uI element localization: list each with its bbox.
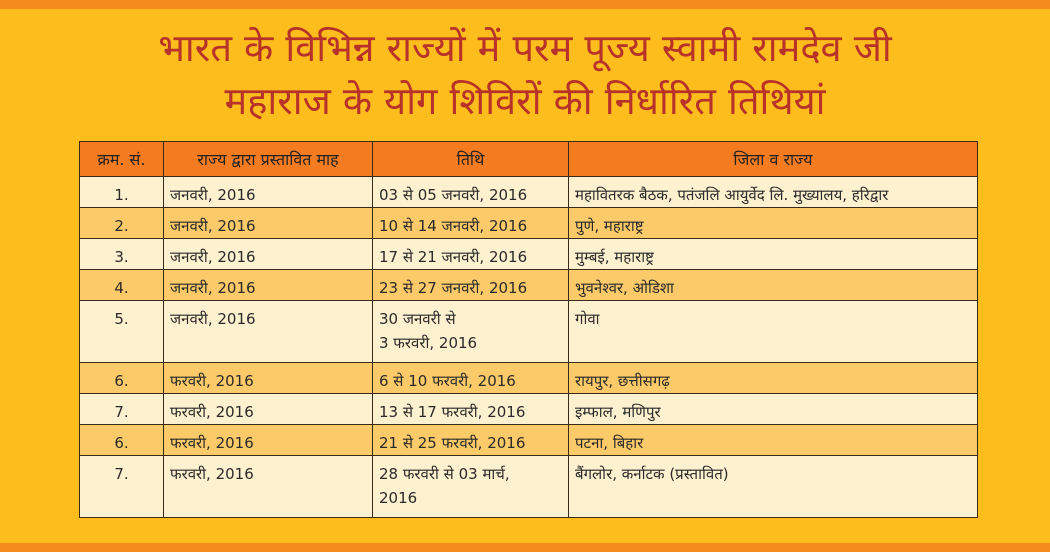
table-cell: 6.	[79, 362, 164, 394]
title-line: महाराज के योग शिविरों की निर्धारित तिथिय…	[224, 79, 826, 123]
schedule-table: क्रम. सं. राज्य द्वारा प्रस्तावित माह तिथि…	[79, 141, 978, 518]
cell-text: 2.	[114, 217, 129, 235]
cell-text: 21 से 25 फरवरी, 2016	[379, 434, 526, 452]
table-row: 2. जनवरी, 2016 10 से 14 जनवरी, 2016 पुणे, म…	[79, 207, 978, 239]
title: भारत के विभिन्न राज्यों में परम पूज्य स्…	[0, 22, 1050, 128]
cell-text: रायपुर, छत्तीसगढ़	[575, 372, 670, 390]
table-row: 6. फरवरी, 2016 6 से 10 फरवरी, 2016 रायपुर, …	[79, 362, 978, 394]
cell-text: महावितरक बैठक, पतंजलि आयुर्वेद लि. मुख्य…	[575, 186, 889, 204]
table-cell: मुम्बई, महाराष्ट्र	[568, 238, 978, 270]
table-row: 7. फरवरी, 2016 13 से 17 फरवरी, 2016 इम्फाल,…	[79, 393, 978, 425]
cell-text: 28 फरवरी से 03 मार्च,	[379, 465, 510, 483]
table-cell: फरवरी, 2016	[163, 424, 373, 456]
cell-text: फरवरी, 2016	[170, 434, 254, 452]
cell-text: 13 से 17 फरवरी, 2016	[379, 403, 526, 421]
cell-text: 3 फरवरी, 2016	[379, 334, 478, 352]
table-cell: 7.	[79, 455, 164, 518]
table-cell: 5.	[79, 300, 164, 363]
table-row: 6. फरवरी, 2016 21 से 25 फरवरी, 2016 पटना, ब…	[79, 424, 978, 456]
table-cell: 1.	[79, 176, 164, 208]
cell-text: 6 से 10 फरवरी, 2016	[379, 372, 516, 390]
cell-text: 5.	[114, 310, 129, 328]
cell-text: भुवनेश्वर, ओडिशा	[575, 279, 674, 297]
table-cell: फरवरी, 2016	[163, 393, 373, 425]
table-row: 1. जनवरी, 2016 03 से 05 जनवरी, 2016 महावितर…	[79, 176, 978, 208]
cell-text: जनवरी, 2016	[170, 186, 256, 204]
table-cell: 28 फरवरी से 03 मार्च, 2016	[372, 455, 569, 518]
cell-text: 6.	[114, 372, 129, 390]
table-cell: 7.	[79, 393, 164, 425]
table-cell: 30 जनवरी से 3 फरवरी, 2016	[372, 300, 569, 363]
cell-text: 2016	[379, 489, 418, 507]
cell-text: 17 से 21 जनवरी, 2016	[379, 248, 528, 266]
cell-text: गोवा	[575, 310, 600, 328]
table-cell: महावितरक बैठक, पतंजलि आयुर्वेद लि. मुख्य…	[568, 176, 978, 208]
table-row: 5. जनवरी, 2016 30 जनवरी से 3 फरवरी, 2016 गोव…	[79, 300, 978, 363]
cell-text: मुम्बई, महाराष्ट्र	[575, 248, 654, 266]
table-cell: 2.	[79, 207, 164, 239]
table-cell: 10 से 14 जनवरी, 2016	[372, 207, 569, 239]
table-cell: 3.	[79, 238, 164, 270]
cell-text: पुणे, महाराष्ट्र	[575, 217, 644, 235]
column-header: क्रम. सं.	[79, 141, 164, 177]
top-stripe	[0, 0, 1050, 9]
cell-text: 10 से 14 जनवरी, 2016	[379, 217, 528, 235]
table-cell: जनवरी, 2016	[163, 238, 373, 270]
column-header: राज्य द्वारा प्रस्तावित माह	[163, 141, 373, 177]
table-cell: पुणे, महाराष्ट्र	[568, 207, 978, 239]
table-cell: जनवरी, 2016	[163, 207, 373, 239]
header-row: क्रम. सं. राज्य द्वारा प्रस्तावित माह तिथि…	[79, 141, 978, 177]
table-cell: जनवरी, 2016	[163, 176, 373, 208]
cell-text: जनवरी, 2016	[170, 217, 256, 235]
table-cell: पटना, बिहार	[568, 424, 978, 456]
cell-text: जनवरी, 2016	[170, 310, 256, 328]
cell-text: 3.	[114, 248, 129, 266]
cell-text: बैंगलोर, कर्नाटक (प्रस्तावित)	[575, 465, 729, 483]
column-header: जिला व राज्य	[568, 141, 978, 177]
title-line: भारत के विभिन्न राज्यों में परम पूज्य स्…	[158, 26, 892, 70]
cell-text: जनवरी, 2016	[170, 279, 256, 297]
cell-text: 30 जनवरी से	[379, 310, 456, 328]
table-cell: 17 से 21 जनवरी, 2016	[372, 238, 569, 270]
table-cell: 4.	[79, 269, 164, 301]
table-row: 4. जनवरी, 2016 23 से 27 जनवरी, 2016 भुवनेश्…	[79, 269, 978, 301]
table-row: 7. फरवरी, 2016 28 फरवरी से 03 मार्च, 2016 बै…	[79, 455, 978, 518]
table-cell: 13 से 17 फरवरी, 2016	[372, 393, 569, 425]
column-header: तिथि	[372, 141, 569, 177]
table-cell: 6.	[79, 424, 164, 456]
cell-text: फरवरी, 2016	[170, 403, 254, 421]
table-cell: 21 से 25 फरवरी, 2016	[372, 424, 569, 456]
table-cell: 6 से 10 फरवरी, 2016	[372, 362, 569, 394]
bottom-stripe	[0, 543, 1050, 552]
cell-text: फरवरी, 2016	[170, 372, 254, 390]
table-cell: रायपुर, छत्तीसगढ़	[568, 362, 978, 394]
cell-text: फरवरी, 2016	[170, 465, 254, 483]
cell-text: इम्फाल, मणिपुर	[575, 403, 661, 421]
cell-text: 6.	[114, 434, 129, 452]
cell-text: पटना, बिहार	[575, 434, 644, 452]
table-cell: गोवा	[568, 300, 978, 363]
cell-text: 7.	[114, 465, 129, 483]
cell-text: जनवरी, 2016	[170, 248, 256, 266]
cell-text: 23 से 27 जनवरी, 2016	[379, 279, 528, 297]
table-cell: फरवरी, 2016	[163, 455, 373, 518]
cell-text: 7.	[114, 403, 129, 421]
table-cell: 23 से 27 जनवरी, 2016	[372, 269, 569, 301]
table-cell: जनवरी, 2016	[163, 300, 373, 363]
cell-text: 4.	[114, 279, 129, 297]
table-cell: जनवरी, 2016	[163, 269, 373, 301]
table-cell: 03 से 05 जनवरी, 2016	[372, 176, 569, 208]
table-cell: भुवनेश्वर, ओडिशा	[568, 269, 978, 301]
cell-text: 1.	[114, 186, 129, 204]
table-row: 3. जनवरी, 2016 17 से 21 जनवरी, 2016 मुम्बई,…	[79, 238, 978, 270]
table-cell: बैंगलोर, कर्नाटक (प्रस्तावित)	[568, 455, 978, 518]
table-cell: फरवरी, 2016	[163, 362, 373, 394]
table-cell: इम्फाल, मणिपुर	[568, 393, 978, 425]
cell-text: 03 से 05 जनवरी, 2016	[379, 186, 528, 204]
